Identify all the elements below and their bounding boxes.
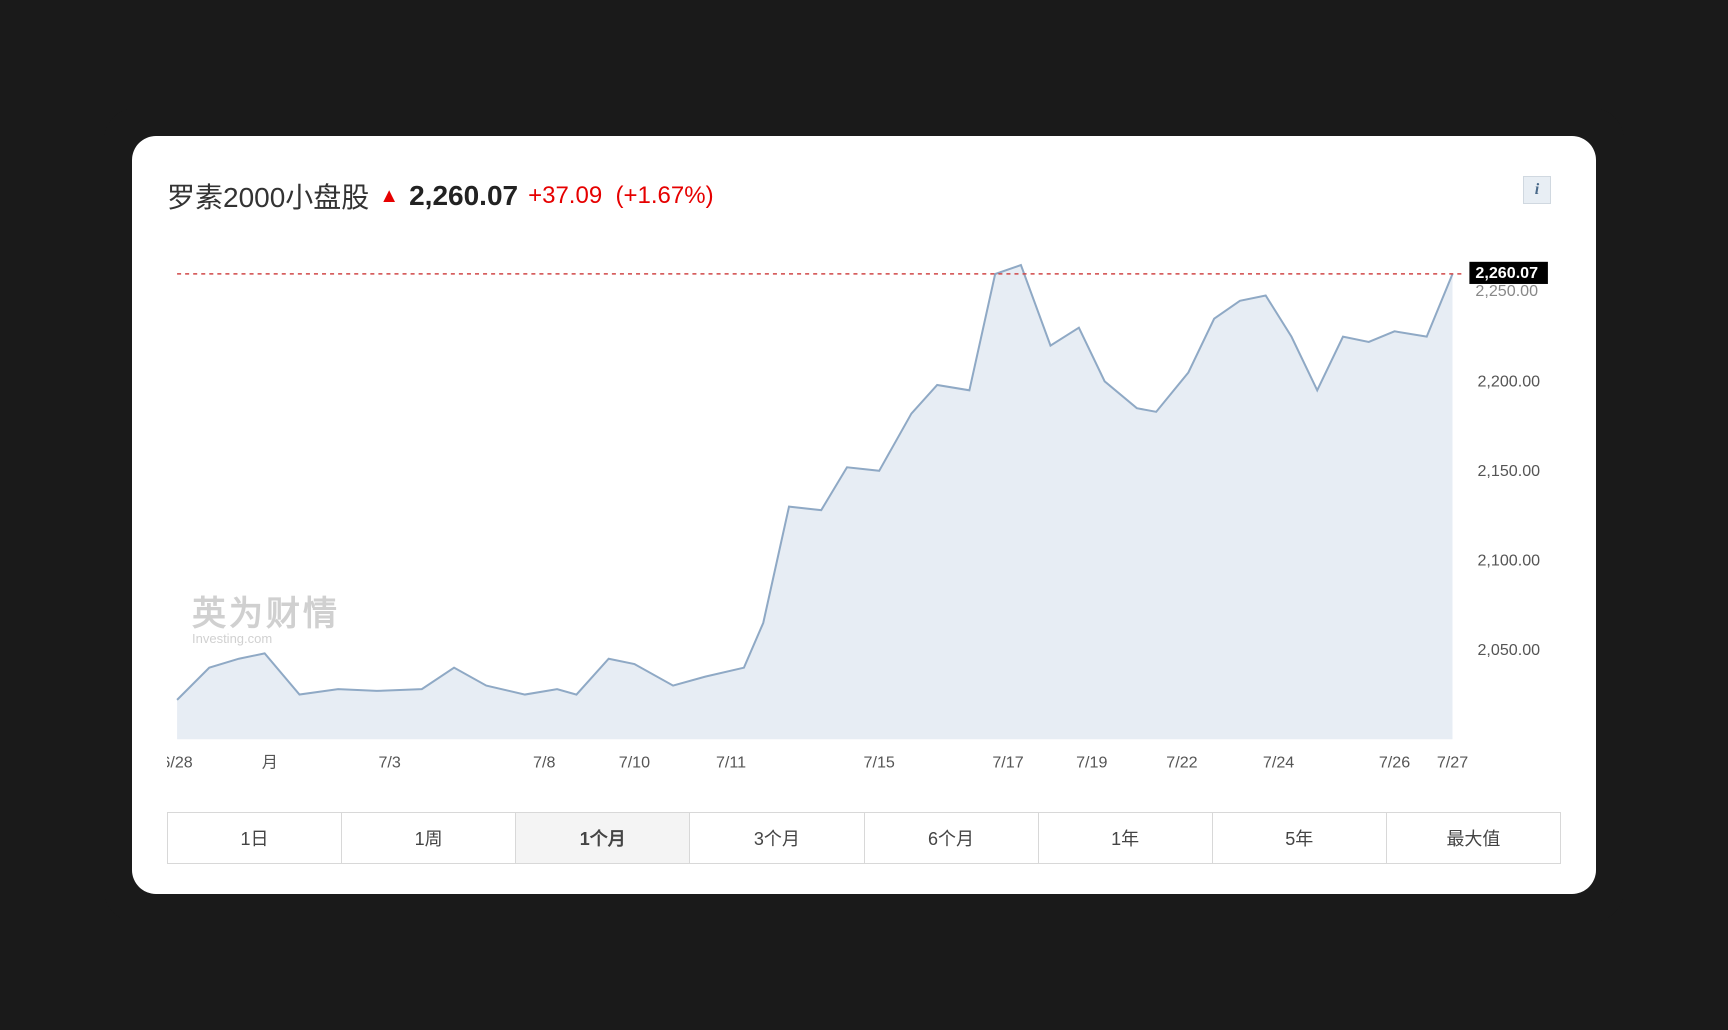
x-tick-label: 7/3	[378, 754, 400, 772]
x-tick-label: 7/22	[1166, 754, 1197, 772]
x-tick-label: 7/15	[864, 754, 895, 772]
y-tick-label: 2,250.00	[1475, 282, 1538, 300]
x-tick-label: 7/8	[533, 754, 555, 772]
y-tick-label: 2,200.00	[1477, 373, 1540, 391]
change-percent: (+1.67%)	[616, 182, 714, 209]
info-icon[interactable]: i	[1523, 176, 1551, 204]
chart-card: 罗素2000小盘股 ▲ 2,260.07 +37.09 (+1.67%) i 2…	[132, 136, 1596, 894]
y-tick-label: 2,050.00	[1477, 641, 1540, 659]
price-chart-svg: 2,260.072,250.00 2,050.00 2,100.00 2,150.00…	[167, 236, 1561, 780]
period-tab[interactable]: 1日	[168, 813, 342, 863]
period-tab[interactable]: 6个月	[865, 813, 1039, 863]
x-tick-label: 7/26	[1379, 754, 1410, 772]
period-tab[interactable]: 最大值	[1387, 813, 1560, 863]
price-badge-label: 2,260.07	[1475, 264, 1538, 282]
current-price: 2,260.07	[409, 180, 518, 212]
period-tab[interactable]: 1个月	[516, 813, 690, 863]
x-tick-label: 7/24	[1263, 754, 1294, 772]
outer-frame: 罗素2000小盘股 ▲ 2,260.07 +37.09 (+1.67%) i 2…	[104, 108, 1624, 922]
up-arrow-icon: ▲	[379, 185, 399, 208]
period-tab[interactable]: 1年	[1039, 813, 1213, 863]
x-tick-label: 月	[262, 754, 278, 772]
period-tab[interactable]: 3个月	[690, 813, 864, 863]
change-value: +37.09	[528, 182, 602, 209]
period-selector: 1日1周1个月3个月6个月1年5年最大值	[167, 812, 1561, 864]
x-tick-label: 7/27	[1437, 754, 1468, 772]
x-tick-label: 7/17	[992, 754, 1023, 772]
price-change: +37.09 (+1.67%)	[528, 182, 713, 210]
x-tick-label: 7/10	[619, 754, 650, 772]
x-tick-label: 7/19	[1076, 754, 1107, 772]
x-tick-label: 7/11	[716, 754, 746, 772]
period-tab[interactable]: 1周	[342, 813, 516, 863]
x-tick-label: 6/28	[167, 754, 193, 772]
instrument-title: 罗素2000小盘股	[167, 176, 369, 216]
chart-header: 罗素2000小盘股 ▲ 2,260.07 +37.09 (+1.67%)	[167, 176, 1561, 216]
y-tick-label: 2,150.00	[1477, 462, 1540, 480]
chart-area[interactable]: 2,260.072,250.00 2,050.00 2,100.00 2,150.00…	[167, 236, 1561, 780]
y-tick-label: 2,100.00	[1477, 552, 1540, 570]
area-fill	[177, 265, 1452, 739]
period-tab[interactable]: 5年	[1213, 813, 1387, 863]
